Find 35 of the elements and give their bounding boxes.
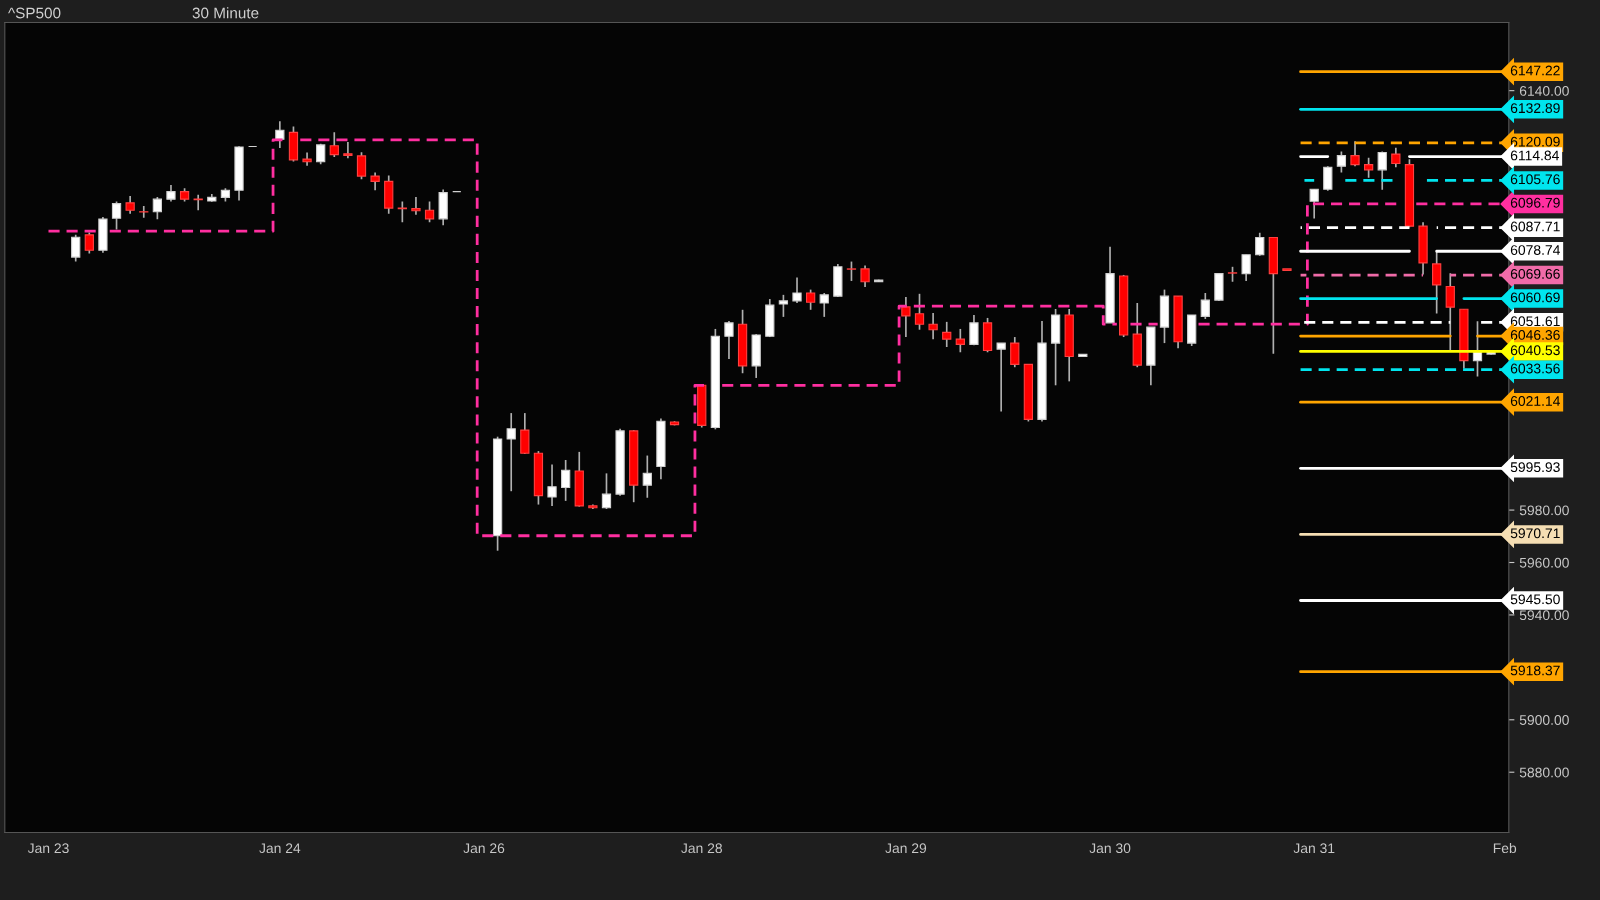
data-label: 6087.71 (1510, 221, 1560, 232)
y-tick-label: 5980.00 (1519, 505, 1569, 516)
data-label: 5918.37 (1510, 665, 1560, 676)
x-tick-label: Jan 29 (885, 843, 927, 854)
data-label: 6069.66 (1510, 268, 1560, 279)
chart-subtitle: 30 Minute (192, 7, 259, 19)
y-tick-label: 5880.00 (1519, 767, 1569, 778)
data-label: 6021.14 (1510, 396, 1560, 406)
data-label: 6147.22 (1510, 65, 1560, 76)
x-tick-label: Jan 23 (27, 843, 69, 854)
x-tick-label: Jan 28 (681, 843, 722, 854)
x-tick-label: Jan 30 (1089, 843, 1131, 854)
data-label: 5995.93 (1510, 462, 1560, 473)
data-label: 6040.53 (1510, 345, 1560, 356)
data-label: 6033.56 (1510, 363, 1560, 374)
y-tick-label: 5960.00 (1519, 557, 1569, 568)
data-label: 6114.84 (1510, 150, 1559, 161)
data-label: 6060.69 (1510, 292, 1560, 303)
data-label: 6046.36 (1510, 330, 1560, 340)
data-label: 6051.61 (1510, 316, 1560, 327)
y-tick-label: 5940.00 (1519, 610, 1569, 621)
chart-title: ^SP500 (8, 7, 61, 19)
data-label: 6105.76 (1510, 174, 1560, 185)
y-tick-label: 6140.00 (1519, 85, 1569, 96)
x-tick-label: Jan 26 (463, 843, 505, 854)
x-tick-label: Feb (1493, 842, 1517, 854)
y-tick-label: 5900.00 (1519, 715, 1569, 725)
data-label: 6132.89 (1510, 103, 1560, 114)
x-tick-label: Jan 31 (1293, 843, 1335, 854)
data-label: 5970.71 (1510, 528, 1560, 539)
data-label: 6078.74 (1510, 245, 1560, 255)
data-label: 5945.50 (1510, 594, 1560, 605)
data-label: 6120.09 (1510, 136, 1560, 147)
x-tick-label: Jan 24 (259, 843, 301, 854)
data-label: 6096.79 (1510, 197, 1560, 208)
